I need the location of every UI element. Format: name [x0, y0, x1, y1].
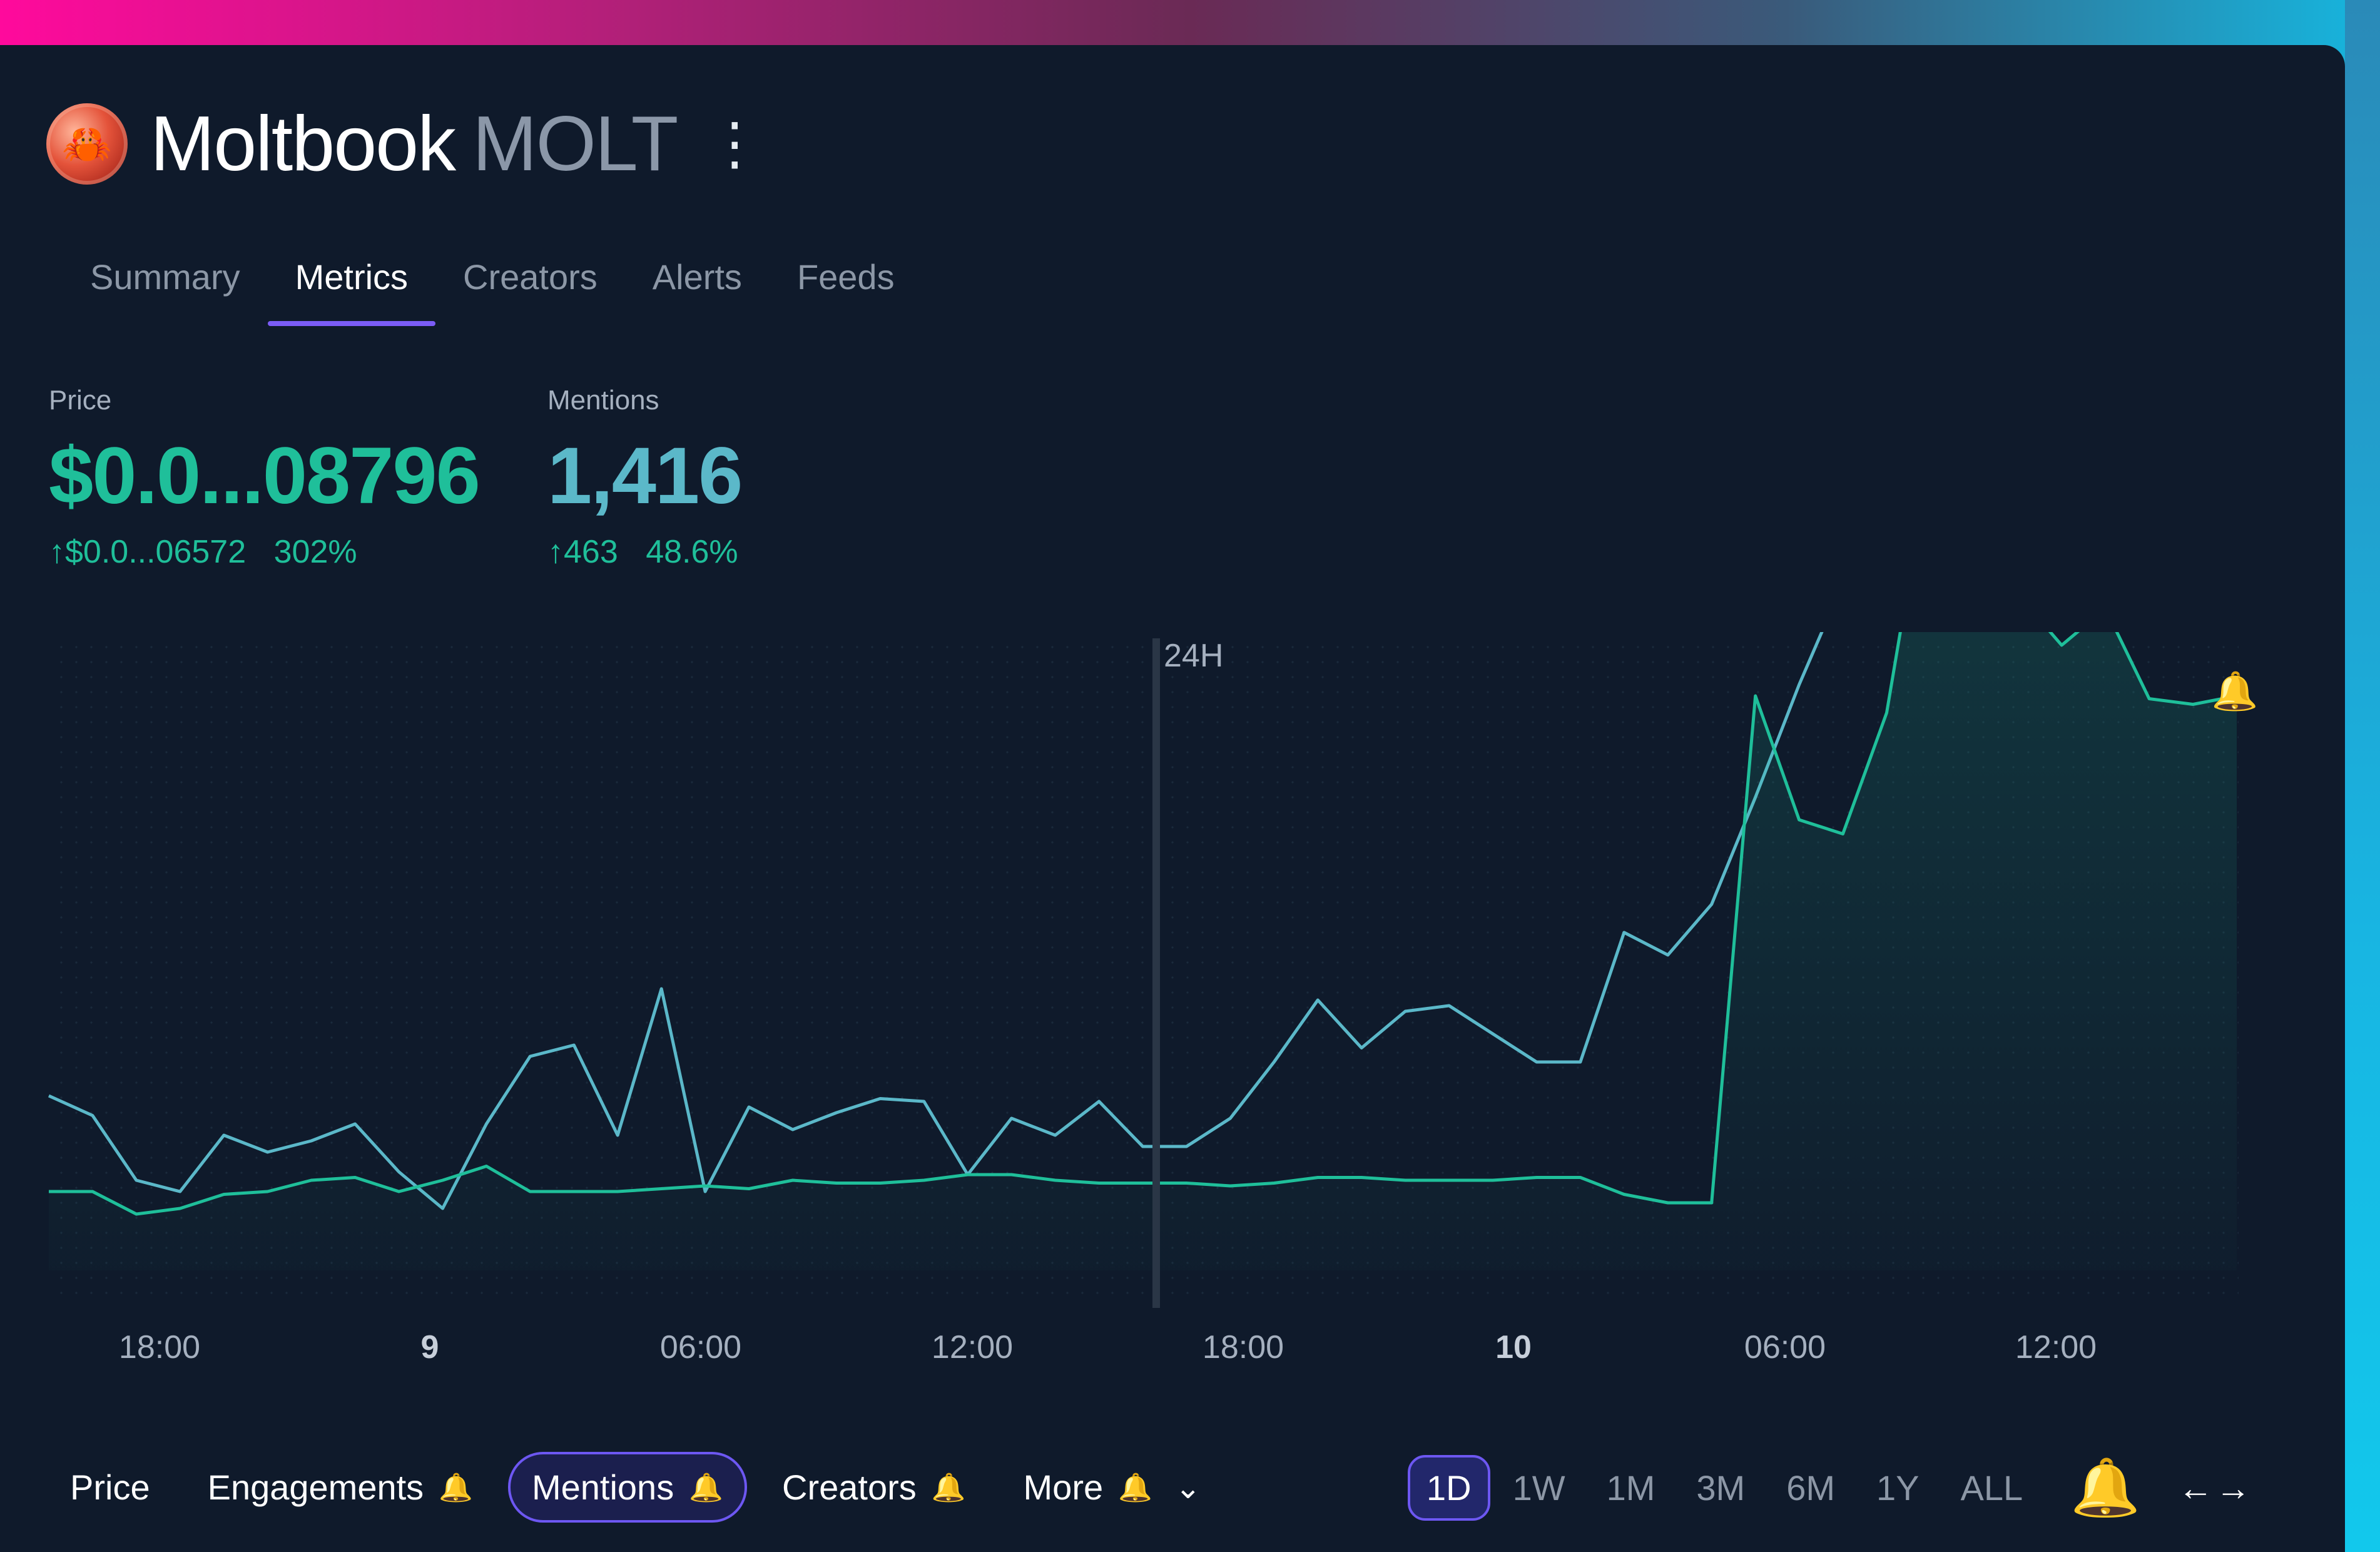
series-price-button[interactable]: Price: [48, 1452, 173, 1523]
header: 🦀 Moltbook MOLT ⋮: [46, 100, 763, 188]
range-6m[interactable]: 6M: [1786, 1468, 1835, 1508]
mentions-line: [48, 632, 1824, 1210]
x-tick-label: 12:00: [2015, 1329, 2097, 1366]
mentions-label: Mentions: [547, 385, 659, 416]
series-engagements-button[interactable]: Engagements 🔔: [185, 1452, 496, 1523]
bell-icon: 🔔: [439, 1472, 473, 1503]
price-line: [49, 632, 2237, 1216]
range-1d[interactable]: 1D: [1408, 1455, 1490, 1521]
tab-feeds[interactable]: Feeds: [796, 257, 895, 297]
alert-bell-icon[interactable]: 🔔: [2212, 670, 2259, 713]
x-tick-label: 18:00: [1203, 1329, 1284, 1366]
range-1y[interactable]: 1Y: [1876, 1468, 1920, 1508]
price-value: $0.0...08796: [49, 431, 481, 521]
background-strip: [2345, 0, 2380, 1552]
mentions-metric: Mentions 1,416 ↑463 48.6%: [547, 385, 757, 571]
series-more-label: More: [1023, 1468, 1104, 1507]
metrics-chart[interactable]: 24H 18:00 9 06:00 12:00 18:00 10 06:00 12:00 🔔: [0, 632, 2345, 1396]
tab-bar: Summary Metrics Creators Alerts Feeds: [63, 238, 922, 326]
tab-summary[interactable]: Summary: [90, 257, 240, 297]
x-tick-label: 18:00: [119, 1329, 200, 1366]
price-area: [49, 632, 2237, 1270]
x-tick-label: 06:00: [1744, 1329, 1826, 1366]
x-tick-label: 06:00: [660, 1329, 741, 1366]
coin-name: Moltbook: [150, 101, 456, 187]
price-line-endpoint: [2230, 690, 2243, 702]
price-metric: Price $0.0...08796 ↑$0.0...06572 302%: [49, 385, 481, 571]
series-toolbar: Price Engagements 🔔 Mentions 🔔 Creators …: [48, 1452, 1236, 1523]
series-creators-label: Creators: [782, 1468, 917, 1507]
price-label: Price: [49, 385, 112, 416]
series-creators-button[interactable]: Creators 🔔: [760, 1452, 989, 1523]
bell-icon: 🔔: [931, 1472, 966, 1503]
series-mentions-label: Mentions: [531, 1468, 674, 1507]
more-vertical-icon[interactable]: ⋮: [706, 112, 764, 176]
24h-marker-label: 24H: [1164, 638, 1223, 674]
x-tick-label: 10: [1495, 1329, 1532, 1366]
price-delta-pct: 302%: [273, 534, 357, 570]
tab-metrics[interactable]: Metrics: [267, 238, 436, 326]
expand-horizontal-icon[interactable]: ←→: [2178, 1468, 2254, 1508]
range-3m[interactable]: 3M: [1696, 1468, 1746, 1508]
coin-ticker: MOLT: [472, 101, 678, 187]
mentions-value: 1,416: [547, 431, 743, 521]
range-1w[interactable]: 1W: [1512, 1468, 1565, 1508]
tab-creators[interactable]: Creators: [463, 257, 598, 297]
x-tick-label: 12:00: [932, 1329, 1013, 1366]
series-more-button[interactable]: More 🔔 ⌄: [1001, 1452, 1224, 1523]
mentions-delta-abs: ↑463: [547, 534, 618, 570]
price-delta-abs: ↑$0.0...06572: [49, 534, 247, 570]
x-tick-label: 9: [421, 1329, 439, 1366]
bell-icon: 🔔: [689, 1472, 723, 1503]
24h-marker-line: [1152, 638, 1160, 1308]
coin-avatar: 🦀: [46, 103, 128, 185]
series-engagements-label: Engagements: [207, 1468, 424, 1507]
bell-icon: 🔔: [1118, 1472, 1152, 1503]
tab-alerts[interactable]: Alerts: [652, 257, 742, 297]
bell-icon[interactable]: 🔔: [2070, 1457, 2141, 1519]
chevron-down-icon: ⌄: [1174, 1469, 1201, 1505]
range-all[interactable]: ALL: [1960, 1468, 2023, 1508]
range-1m[interactable]: 1M: [1606, 1468, 1655, 1508]
series-price-label: Price: [70, 1468, 150, 1507]
range-selector: 1D 1W 1M 3M 6M 1Y ALL 🔔 ←→: [1408, 1455, 2253, 1521]
mentions-delta-pct: 48.6%: [646, 534, 738, 570]
series-mentions-button[interactable]: Mentions 🔔: [507, 1452, 747, 1523]
